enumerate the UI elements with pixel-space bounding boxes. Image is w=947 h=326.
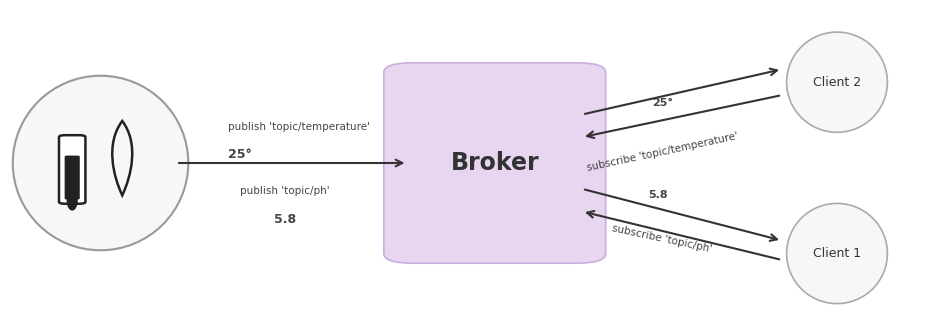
- FancyBboxPatch shape: [384, 63, 606, 263]
- Text: 25°: 25°: [652, 98, 673, 108]
- Text: 5.8: 5.8: [274, 213, 295, 226]
- Text: 25°: 25°: [228, 148, 252, 161]
- Text: 5.8: 5.8: [648, 190, 668, 200]
- Ellipse shape: [67, 191, 77, 210]
- Text: publish 'topic/ph': publish 'topic/ph': [240, 185, 330, 196]
- Text: publish 'topic/temperature': publish 'topic/temperature': [228, 122, 370, 132]
- Text: Client 2: Client 2: [813, 76, 861, 89]
- Ellipse shape: [12, 76, 188, 250]
- Text: subscribe 'topic/ph': subscribe 'topic/ph': [612, 223, 713, 254]
- Text: Client 1: Client 1: [813, 247, 861, 260]
- Ellipse shape: [787, 32, 887, 132]
- Ellipse shape: [787, 203, 887, 304]
- Text: subscribe 'topic/temperature': subscribe 'topic/temperature': [586, 131, 739, 172]
- Text: Broker: Broker: [451, 151, 539, 175]
- FancyBboxPatch shape: [59, 135, 85, 204]
- FancyBboxPatch shape: [64, 156, 80, 200]
